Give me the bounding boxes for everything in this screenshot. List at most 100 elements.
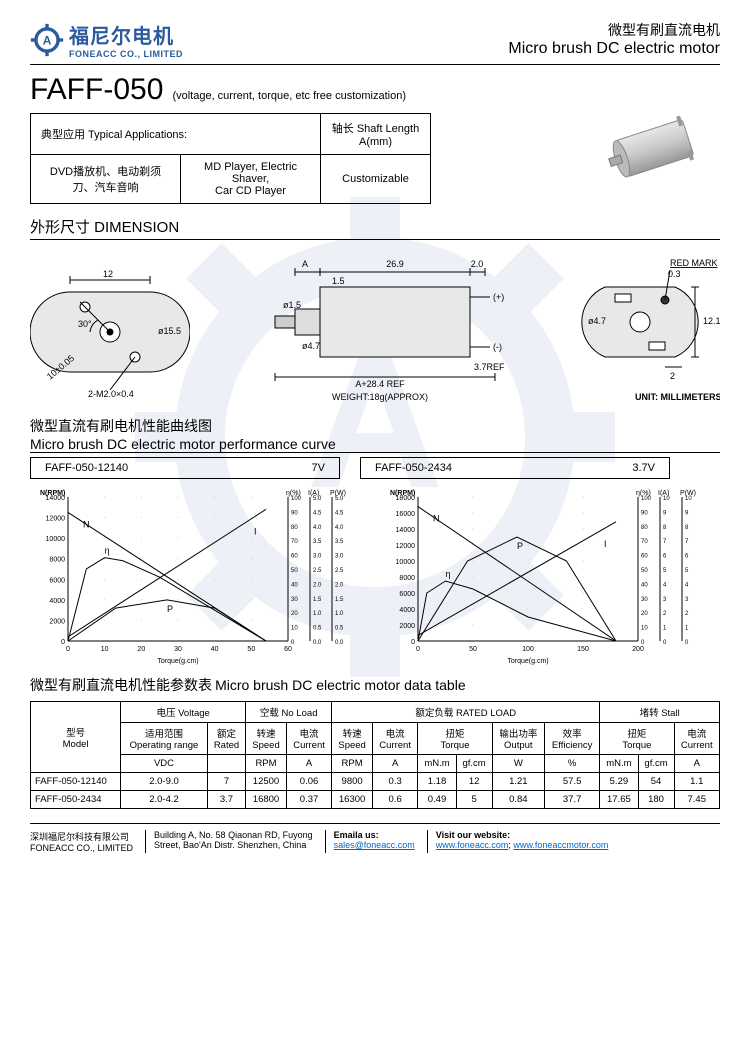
app-cell-shaft: Customizable: [321, 155, 431, 204]
svg-text:0: 0: [641, 640, 645, 646]
dim-side-view: A 26.9 2.0 1.5 ø1.5 ø4.7 (+) (-) 3.7REF …: [250, 252, 510, 402]
svg-text:4: 4: [685, 582, 689, 588]
svg-text:2.5: 2.5: [335, 568, 344, 574]
svg-text:12000: 12000: [396, 543, 416, 550]
svg-text:I(A): I(A): [658, 490, 669, 497]
svg-text:12: 12: [103, 269, 113, 279]
dim-front-view: 12 30° ø15.5 10±0.05 2-M2.0×0.4: [30, 262, 190, 402]
svg-text:20: 20: [291, 611, 298, 617]
svg-text:40: 40: [291, 582, 298, 588]
svg-text:ø4.7: ø4.7: [588, 316, 606, 326]
perf-label-left: FAFF-050-121407V: [30, 457, 340, 479]
svg-text:8: 8: [685, 525, 689, 531]
footer-company-cn: 深圳福尼尔科技有限公司: [30, 830, 133, 843]
app-header-right: 轴长 Shaft Length A(mm): [321, 114, 431, 155]
svg-text:50: 50: [641, 568, 648, 574]
svg-text:8000: 8000: [49, 557, 65, 564]
svg-text:20: 20: [641, 611, 648, 617]
svg-text:10: 10: [101, 646, 109, 653]
svg-text:9: 9: [663, 510, 667, 516]
svg-text:1.0: 1.0: [313, 611, 322, 617]
svg-text:3.0: 3.0: [313, 554, 322, 560]
footer-website-label: Visit our website:: [436, 830, 609, 840]
svg-text:η: η: [446, 569, 451, 579]
svg-text:60: 60: [291, 554, 298, 560]
svg-text:30°: 30°: [78, 319, 92, 329]
svg-text:0: 0: [66, 646, 70, 653]
svg-text:14000: 14000: [396, 527, 416, 534]
svg-text:60: 60: [641, 554, 648, 560]
chart-left: 0200040006000800010000120001400001020304…: [30, 485, 360, 665]
footer-email-label: Emaila us:: [334, 830, 415, 840]
svg-text:8000: 8000: [399, 575, 415, 582]
perf-title-en: Micro brush DC electric motor performanc…: [30, 436, 720, 453]
svg-text:7: 7: [663, 539, 667, 545]
svg-text:7: 7: [685, 539, 689, 545]
table-title-cn: 微型有刷直流电机性能参数表: [30, 677, 212, 693]
svg-text:2-M2.0×0.4: 2-M2.0×0.4: [88, 389, 134, 399]
svg-text:4000: 4000: [399, 607, 415, 614]
title-row: FAFF-050 (voltage, current, torque, etc …: [30, 73, 720, 107]
svg-text:I(A): I(A): [308, 490, 319, 497]
svg-text:N: N: [433, 514, 440, 524]
svg-text:0: 0: [416, 646, 420, 653]
svg-text:0: 0: [663, 640, 667, 646]
svg-text:1.0: 1.0: [335, 611, 344, 617]
svg-text:0.5: 0.5: [335, 626, 344, 632]
svg-text:50: 50: [247, 646, 255, 653]
svg-text:4.5: 4.5: [313, 510, 322, 516]
svg-text:A: A: [302, 259, 308, 269]
svg-text:3.0: 3.0: [335, 554, 344, 560]
svg-text:ø15.5: ø15.5: [158, 326, 181, 336]
dimension-title: 外形尺寸 DIMENSION: [30, 216, 720, 240]
footer-website2[interactable]: www.foneaccmotor.com: [513, 840, 608, 850]
svg-text:70: 70: [641, 539, 648, 545]
logo: A 福尼尔电机 FONEACC CO., LIMITED: [30, 20, 183, 59]
svg-text:10: 10: [641, 626, 648, 632]
svg-text:RED MARK: RED MARK: [670, 258, 718, 268]
footer-website1[interactable]: www.foneacc.com: [436, 840, 509, 850]
footer-company-en: FONEACC CO., LIMITED: [30, 843, 133, 853]
gear-logo-icon: A: [30, 23, 64, 57]
svg-text:2000: 2000: [49, 618, 65, 625]
svg-text:η: η: [105, 546, 110, 556]
svg-text:0.5: 0.5: [313, 626, 322, 632]
svg-text:50: 50: [291, 568, 298, 574]
svg-text:1: 1: [663, 626, 667, 632]
svg-text:4000: 4000: [49, 598, 65, 605]
svg-text:3: 3: [685, 597, 689, 603]
company-name-en: FONEACC CO., LIMITED: [69, 49, 183, 59]
footer-address: Building A, No. 58 Qiaonan RD, Fuyong St…: [145, 830, 313, 853]
svg-text:A+28.4 REF: A+28.4 REF: [355, 379, 405, 389]
svg-text:I: I: [254, 526, 257, 536]
svg-text:P: P: [517, 541, 523, 551]
svg-text:2.0: 2.0: [313, 582, 322, 588]
svg-text:N(RPM): N(RPM): [40, 490, 65, 497]
svg-text:5: 5: [685, 568, 689, 574]
svg-text:N: N: [83, 519, 90, 529]
svg-text:Torque(g.cm): Torque(g.cm): [507, 658, 548, 665]
perf-title-cn: 微型直流有刷电机性能曲线图: [30, 418, 212, 434]
company-name-cn: 福尼尔电机: [69, 20, 183, 49]
app-cell-en: MD Player, Electric Shaver, Car CD Playe…: [181, 155, 321, 204]
svg-text:30: 30: [174, 646, 182, 653]
svg-text:2.0: 2.0: [335, 582, 344, 588]
footer-email[interactable]: sales@foneacc.com: [334, 840, 415, 850]
page-header: A 福尼尔电机 FONEACC CO., LIMITED 微型有刷直流电机 Mi…: [30, 20, 720, 65]
svg-text:40: 40: [641, 582, 648, 588]
performance-charts: 0200040006000800010000120001400001020304…: [30, 485, 720, 665]
svg-text:1.5: 1.5: [335, 597, 344, 603]
svg-text:2000: 2000: [399, 623, 415, 630]
applications-table: 典型应用 Typical Applications: 轴长 Shaft Leng…: [30, 113, 431, 204]
svg-text:9: 9: [685, 510, 689, 516]
svg-text:1: 1: [685, 626, 689, 632]
svg-text:(+): (+): [493, 292, 504, 302]
svg-text:6000: 6000: [399, 591, 415, 598]
page-footer: 深圳福尼尔科技有限公司 FONEACC CO., LIMITED Buildin…: [30, 823, 720, 853]
table-title-en: Micro brush DC electric motor data table: [215, 677, 466, 693]
svg-text:6: 6: [663, 554, 667, 560]
svg-text:26.9: 26.9: [386, 259, 404, 269]
chart-right: 0200040006000800010000120001400016000180…: [380, 485, 710, 665]
svg-text:4.0: 4.0: [313, 525, 322, 531]
svg-text:0.0: 0.0: [313, 640, 322, 646]
